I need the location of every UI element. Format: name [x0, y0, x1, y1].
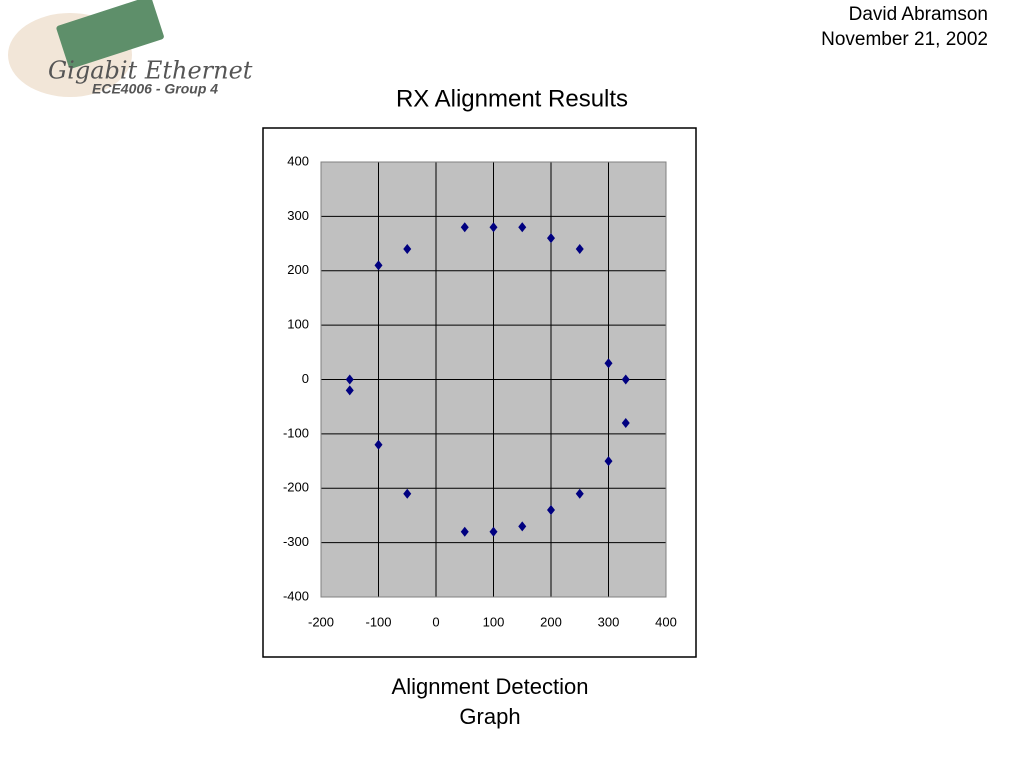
data-point	[547, 505, 555, 515]
plot: -400 -300 -200 -100 0 100 200 300 400 -200 -100 0 10…	[283, 153, 677, 629]
y-tick-label: -100	[283, 425, 309, 440]
x-tick-label: 300	[598, 614, 620, 629]
x-tick-label: 100	[483, 614, 505, 629]
x-tick-label: 0	[432, 614, 439, 629]
plot-border	[320, 161, 667, 598]
y-tick-label: -400	[283, 588, 309, 603]
data-point	[547, 233, 555, 244]
x-tick-label: 200	[540, 614, 562, 629]
date: November 21, 2002	[821, 29, 988, 50]
x-tick-label: 400	[655, 614, 677, 629]
y-tick-label: 400	[287, 153, 309, 168]
data-point	[345, 374, 354, 385]
data-point	[345, 385, 354, 396]
data-point	[518, 521, 527, 532]
logo-card	[56, 0, 164, 69]
data-point	[621, 374, 630, 385]
y-tick-label: -200	[283, 480, 309, 495]
chart-title: RX Alignment Results	[396, 85, 628, 112]
logo-subtitle: ECE4006 - Group 4	[92, 81, 218, 97]
data-point	[575, 488, 584, 499]
data-point	[518, 222, 527, 233]
x-tick-label: -100	[365, 614, 391, 629]
data-point	[604, 456, 613, 467]
logo: Gigabit Ethernet ECE4006 - Group 4	[8, 0, 253, 97]
data-point	[374, 439, 383, 450]
x-tick-label: -200	[308, 614, 334, 629]
logo-title: Gigabit Ethernet	[48, 57, 253, 85]
data-point	[403, 488, 412, 499]
caption-line: Graph	[459, 704, 520, 729]
y-tick-label: 200	[287, 262, 309, 277]
data-point	[460, 222, 469, 233]
y-tick-label: 100	[287, 317, 309, 332]
y-tick-label: -300	[283, 534, 309, 549]
caption-line: Alignment Detection	[392, 674, 589, 699]
data-point	[621, 418, 630, 428]
data-point	[489, 222, 498, 233]
y-tick-label: 0	[302, 371, 309, 386]
data-point	[575, 244, 584, 254]
data-point	[460, 526, 469, 537]
data-point	[489, 526, 498, 537]
data-point	[604, 358, 613, 369]
y-tick-label: 300	[287, 208, 309, 223]
author: David Abramson	[849, 4, 988, 25]
data-point	[374, 260, 383, 271]
data-point	[403, 244, 412, 254]
